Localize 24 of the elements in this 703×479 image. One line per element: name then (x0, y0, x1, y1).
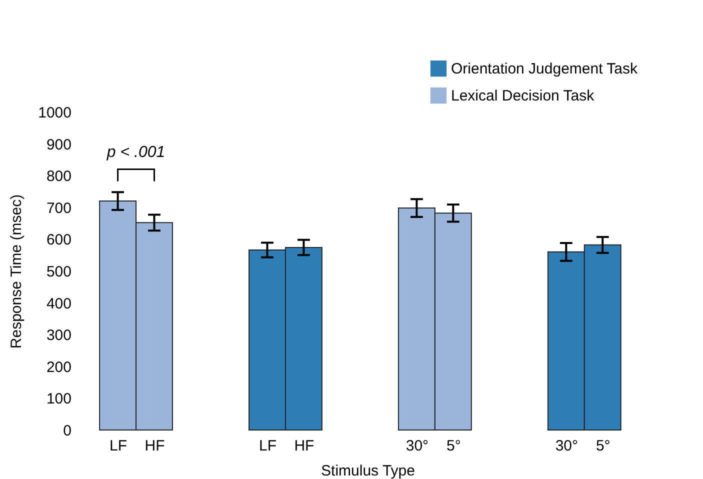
x-tick-label: HF (144, 438, 165, 454)
y-tick-label: 400 (46, 295, 72, 312)
y-axis-title: Response Time (msec) (8, 194, 26, 349)
y-tick-label: 1000 (38, 104, 72, 122)
y-tick-label: 700 (46, 200, 72, 217)
x-tick-label: 30° (555, 438, 578, 454)
y-tick-label: 900 (46, 136, 72, 154)
x-tick-label: 5° (596, 438, 610, 454)
x-axis-title: Stimulus Type (321, 462, 415, 479)
y-tick-label: 500 (46, 264, 72, 280)
x-tick-label: LF (259, 438, 277, 454)
y-tick-label: 200 (46, 358, 72, 376)
legend-label: Orientation Judgement Task (451, 60, 638, 78)
annotation: p < .001 (106, 144, 166, 162)
x-tick-label: LF (110, 438, 128, 454)
y-tick-label: 100 (46, 390, 72, 408)
x-tick-label: 30° (406, 438, 429, 454)
y-tick-label: 600 (46, 232, 72, 249)
y-tick-label: 0 (63, 422, 72, 440)
x-tick-label: HF (294, 438, 314, 454)
y-tick-label: 800 (46, 168, 72, 186)
legend-label: Lexical Decision Task (451, 88, 595, 104)
x-tick-label: 5° (446, 438, 461, 454)
y-tick-label: 300 (46, 327, 72, 344)
